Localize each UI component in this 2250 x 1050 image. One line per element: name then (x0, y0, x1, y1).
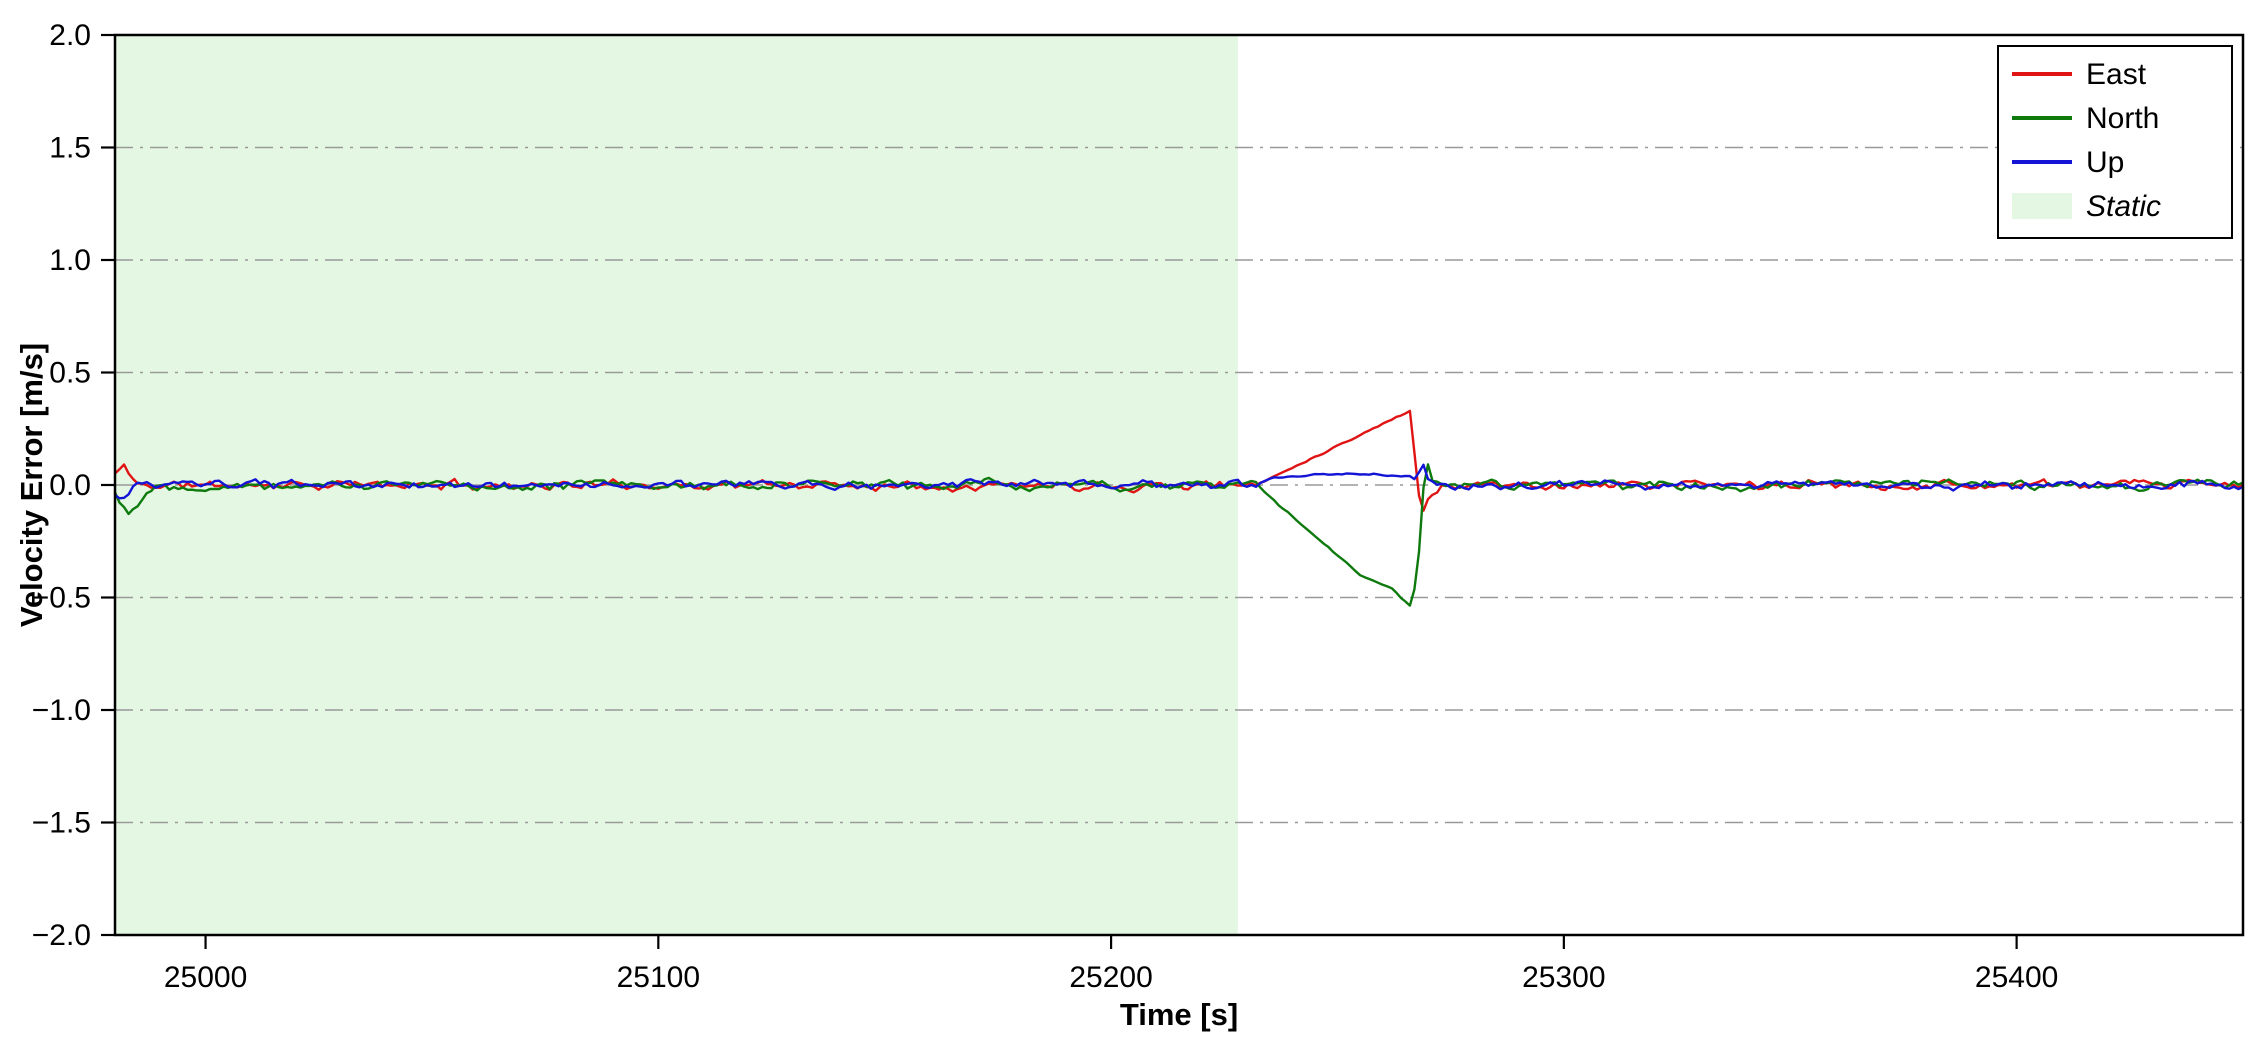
legend-label-static: Static (2086, 190, 2161, 223)
x-tick-labels: 25000 25100 25200 25300 25400 (164, 961, 2059, 994)
series-line-up (114, 463, 2244, 500)
y-tick-label: −2.0 (32, 919, 91, 952)
x-tick-label: 25000 (164, 961, 247, 994)
y-axis-label: Velocity Error [m/s] (14, 343, 49, 627)
y-tick-label: −1.0 (32, 694, 91, 727)
legend: East North Up Static (1997, 45, 2233, 239)
legend-swatch-static (2012, 193, 2072, 219)
y-tick-label: 1.0 (49, 244, 91, 277)
y-tick-label: 0.5 (49, 357, 91, 390)
legend-label-north: North (2086, 102, 2159, 135)
y-tick-label: 0.0 (49, 469, 91, 502)
x-tick-label: 25200 (1069, 961, 1152, 994)
y-tick-label: −1.5 (32, 807, 91, 840)
legend-label-up: Up (2086, 146, 2124, 179)
x-axis-label: Time [s] (1120, 997, 1238, 1032)
y-tick-label: −0.5 (32, 582, 91, 615)
x-tick-label: 25100 (617, 961, 700, 994)
y-tick-labels: −2.0 −1.5 −1.0 −0.5 0.0 0.5 1.0 1.5 2.0 (32, 19, 91, 952)
x-tick-label: 25300 (1522, 961, 1605, 994)
y-tick-label: 1.5 (49, 132, 91, 165)
series-line-north (113, 463, 2244, 607)
x-tick-label: 25400 (1975, 961, 2058, 994)
y-tick-label: 2.0 (49, 19, 91, 52)
axes-frame (101, 33, 2245, 949)
legend-label-east: East (2086, 58, 2147, 91)
data-series (113, 409, 2244, 607)
